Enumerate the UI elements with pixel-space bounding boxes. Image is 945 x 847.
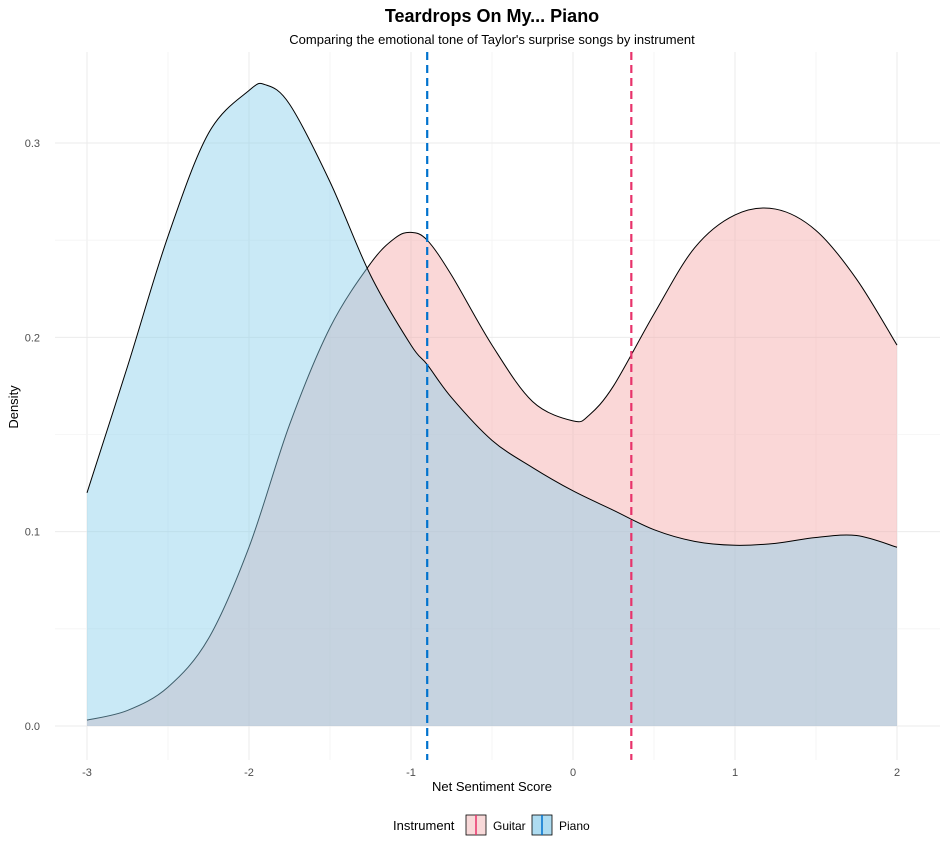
gridlines [55, 52, 940, 760]
chart-subtitle: Comparing the emotional tone of Taylor's… [289, 32, 695, 47]
legend-label-guitar: Guitar [493, 819, 526, 833]
x-tick-label: 2 [894, 767, 900, 779]
y-tick-label: 0.1 [25, 527, 40, 539]
x-tick-label: -3 [82, 767, 92, 779]
x-tick-label: 1 [732, 767, 738, 779]
mean-lines [426, 52, 633, 760]
legend-label-piano: Piano [559, 819, 590, 833]
legend-item-piano: Piano [531, 814, 590, 836]
density-area-piano [87, 83, 897, 726]
legend-item-guitar: Guitar [465, 814, 526, 836]
y-tick-label: 0.2 [25, 332, 40, 344]
y-axis-title: Density [6, 385, 21, 429]
x-tick-label: 0 [570, 767, 576, 779]
y-tick-label: 0.0 [25, 721, 40, 733]
density-area-guitar [87, 207, 897, 726]
legend: Instrument Guitar Piano [393, 814, 590, 836]
density-areas [86, 82, 898, 726]
density-curve-piano [86, 82, 898, 548]
x-tick-label: -1 [406, 767, 416, 779]
y-tick-label: 0.3 [25, 138, 40, 150]
density-curve-guitar [86, 207, 898, 721]
x-tick-label: -2 [244, 767, 254, 779]
chart-title: Teardrops On My... Piano [385, 6, 599, 26]
y-axis-ticks: 0.0 0.1 0.2 0.3 [25, 138, 40, 733]
legend-title: Instrument [393, 818, 455, 833]
x-axis-title: Net Sentiment Score [432, 779, 552, 794]
x-axis-ticks: -3 -2 -1 0 1 2 [82, 767, 900, 779]
